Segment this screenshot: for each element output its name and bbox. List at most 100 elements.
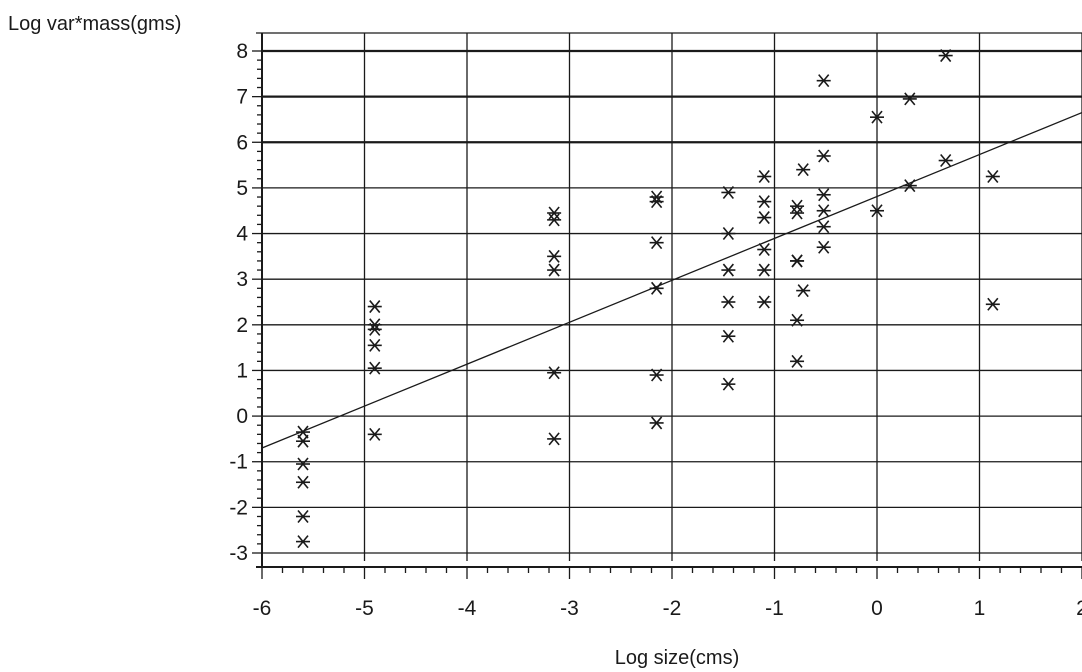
x-axis-title: Log size(cms) [615, 647, 739, 669]
data-point [649, 236, 664, 250]
y-tick-label: 8 [236, 40, 248, 63]
data-point-stroke [297, 475, 309, 489]
data-point-stroke [818, 188, 830, 202]
x-tick-label: -1 [765, 597, 784, 620]
data-point [790, 206, 805, 220]
data-point-stroke [758, 195, 770, 209]
data-point [721, 185, 736, 199]
data-point [757, 295, 772, 309]
data-point [547, 263, 562, 277]
y-tick-label: 6 [236, 131, 248, 154]
data-point [649, 195, 664, 209]
data-point [790, 354, 805, 368]
data-point-stroke [758, 243, 770, 257]
data-point-stroke [722, 377, 734, 391]
data-point [367, 322, 382, 336]
x-tick-labels: -6 -5 -4 -3 -2 -1 0 1 2 [253, 597, 1082, 620]
data-point-stroke [791, 354, 803, 368]
y-tick-label: 0 [236, 405, 248, 428]
data-point [816, 220, 831, 234]
data-point [547, 366, 562, 380]
data-point-stroke [369, 322, 381, 336]
data-point-stroke [722, 185, 734, 199]
data-point [816, 204, 831, 218]
data-point-stroke [548, 213, 560, 227]
x-tick-label: -5 [355, 597, 374, 620]
y-tick-label: -2 [229, 496, 248, 519]
data-point-stroke [548, 263, 560, 277]
data-point-stroke [871, 204, 883, 218]
data-point-stroke [722, 295, 734, 309]
data-point-stroke [987, 169, 999, 184]
x-tick-label: -2 [663, 597, 682, 620]
data-point [870, 204, 884, 218]
data-point [757, 263, 772, 277]
data-point-stroke [369, 300, 381, 314]
data-point-stroke [758, 295, 770, 309]
data-point [367, 361, 382, 375]
data-point-stroke [940, 154, 952, 168]
data-point [757, 211, 772, 225]
data-point [796, 284, 811, 298]
data-point [816, 149, 831, 163]
y-tick-label: 1 [236, 359, 248, 382]
regression-line-layer [261, 112, 1082, 449]
data-point [790, 254, 805, 268]
data-point-stroke [818, 149, 830, 163]
y-axis-title: Log var*mass(gms) [8, 13, 181, 35]
data-point-stroke [548, 366, 560, 380]
data-point-stroke [651, 416, 663, 430]
data-point-stroke [791, 254, 803, 268]
data-point-stroke [818, 74, 830, 88]
data-point [790, 313, 805, 327]
data-point [757, 169, 772, 184]
data-point-stroke [791, 313, 803, 327]
y-tick-label: 4 [236, 223, 248, 246]
data-point-stroke [651, 368, 663, 382]
data-point-stroke [297, 535, 309, 549]
data-point [757, 243, 772, 257]
data-point [721, 227, 736, 241]
data-point [796, 163, 811, 177]
data-point-stroke [297, 457, 309, 471]
data-point-stroke [797, 163, 809, 177]
data-point [547, 249, 562, 263]
data-point [721, 263, 736, 277]
y-tick-label: 3 [236, 268, 248, 291]
data-point [367, 300, 382, 314]
x-tick-label: -4 [458, 597, 477, 620]
x-tick-label: -3 [560, 597, 579, 620]
data-point-stroke [758, 263, 770, 277]
data-point-stroke [548, 432, 560, 446]
data-point-stroke [758, 211, 770, 225]
data-point-stroke [791, 206, 803, 220]
data-point-stroke [651, 195, 663, 209]
data-point [547, 206, 562, 220]
data-point-stroke [940, 49, 952, 63]
data-point-stroke [369, 427, 381, 441]
y-tick-labels: -3 -2 -1 0 1 2 3 4 5 6 7 8 [229, 40, 248, 565]
data-point [790, 199, 805, 213]
data-point-stroke [722, 329, 734, 343]
data-point-stroke [987, 297, 999, 311]
data-point [902, 179, 917, 193]
x-tick-label: 1 [974, 597, 986, 620]
data-point [547, 213, 562, 227]
data-points [296, 49, 1000, 549]
y-tick-label: -3 [229, 542, 248, 565]
data-point-stroke [904, 179, 916, 193]
data-point [296, 475, 310, 489]
data-point-stroke [722, 227, 734, 241]
data-point-stroke [369, 338, 381, 352]
x-tick-label: 2 [1076, 597, 1082, 620]
data-point [721, 329, 736, 343]
data-point-stroke [297, 509, 309, 524]
data-point [367, 338, 382, 352]
y-tick-label: 2 [236, 314, 248, 337]
data-point-stroke [722, 263, 734, 277]
data-point [649, 368, 664, 382]
data-point-stroke [904, 92, 916, 106]
data-point [649, 416, 664, 430]
data-point-stroke [758, 169, 770, 184]
y-tick-label: 5 [236, 177, 248, 200]
